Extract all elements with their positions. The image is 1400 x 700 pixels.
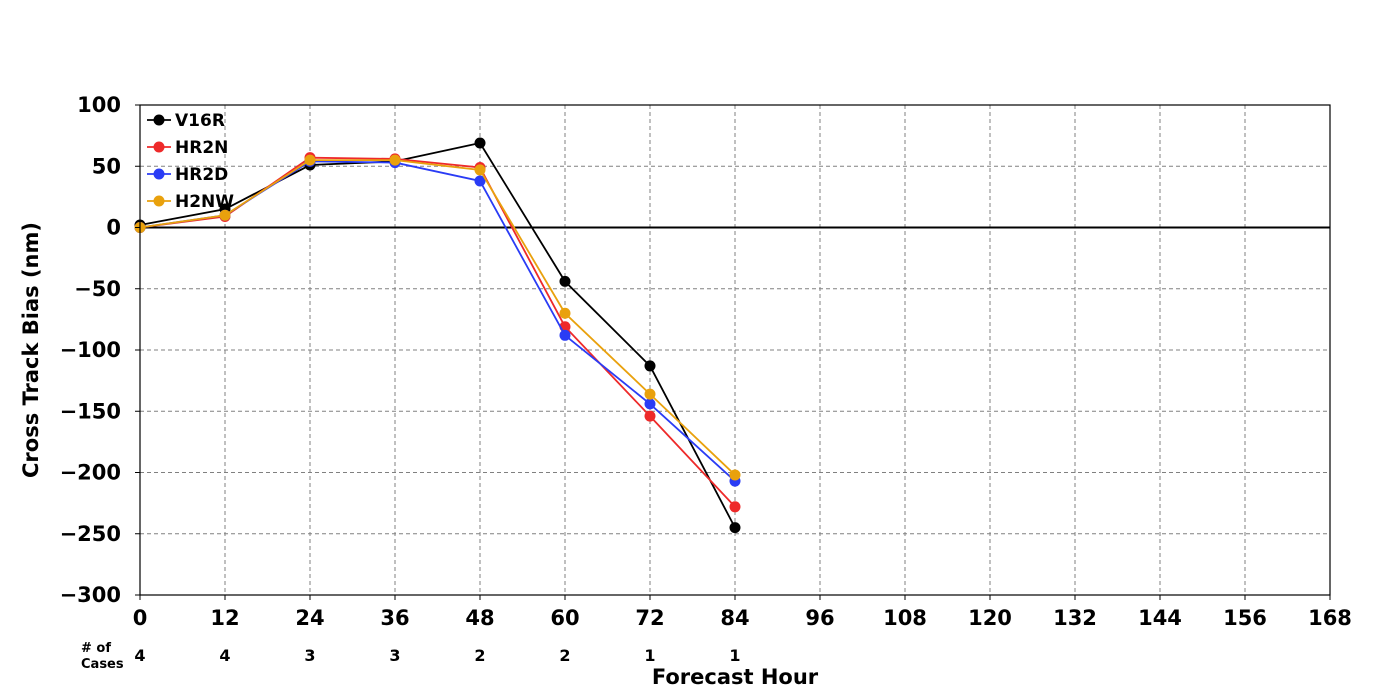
x-tick-label: 144 <box>1138 606 1182 630</box>
legend-item: HR2N <box>147 138 228 158</box>
y-tick-label: −100 <box>60 338 121 362</box>
legend: V16R HR2N HR2D H2NW <box>147 111 234 212</box>
series-h2nw <box>134 154 741 481</box>
x-tick-label: 24 <box>295 606 324 630</box>
y-tick-label: 50 <box>92 154 121 178</box>
cases-header-line1: # of <box>81 641 111 656</box>
cases-header-line2: Cases <box>81 657 124 672</box>
data-point <box>219 209 231 221</box>
tick-labels: 0 12 24 36 48 60 72 84 96 108 120 132 144 156 168 100 50… <box>60 93 1352 630</box>
case-count: 3 <box>389 646 400 665</box>
data-point <box>559 275 571 287</box>
x-axis-label: Forecast Hour <box>652 665 819 689</box>
y-tick-label: −250 <box>60 522 121 546</box>
case-count: 1 <box>729 646 740 665</box>
x-tick-label: 120 <box>968 606 1012 630</box>
data-point <box>559 329 571 341</box>
y-axis-label: Cross Track Bias (nm) <box>19 222 43 478</box>
legend-marker <box>153 114 165 126</box>
x-tick-label: 156 <box>1223 606 1267 630</box>
x-tick-label: 96 <box>805 606 834 630</box>
legend-marker <box>153 141 165 153</box>
x-tick-label: 0 <box>133 606 148 630</box>
data-point <box>729 522 741 534</box>
y-tick-label: −300 <box>60 583 121 607</box>
series-line <box>139 141 736 529</box>
legend-label: V16R <box>175 111 225 131</box>
legend-label: H2NW <box>175 192 234 212</box>
y-tick-label: 100 <box>77 93 121 117</box>
data-point <box>644 388 656 400</box>
case-count: 2 <box>474 646 485 665</box>
data-point <box>474 175 486 187</box>
case-count: 3 <box>304 646 315 665</box>
case-count: 2 <box>559 646 570 665</box>
legend-label: HR2D <box>175 165 228 185</box>
data-point <box>474 164 486 176</box>
case-count: 4 <box>134 646 145 665</box>
data-point <box>304 154 316 166</box>
data-point <box>729 501 741 513</box>
case-count: 1 <box>644 646 655 665</box>
x-tick-label: 72 <box>635 606 664 630</box>
grid-lines <box>140 105 1330 595</box>
legend-item: HR2D <box>147 165 228 185</box>
legend-item: V16R <box>147 111 225 131</box>
x-tick-label: 108 <box>883 606 927 630</box>
y-tick-label: −200 <box>60 461 121 485</box>
y-tick-label: −50 <box>74 277 121 301</box>
x-tick-label: 36 <box>380 606 409 630</box>
legend-marker <box>153 195 165 207</box>
data-point <box>389 154 401 166</box>
legend-item: H2NW <box>147 192 234 212</box>
data-point <box>644 360 656 372</box>
legend-marker <box>153 168 165 180</box>
data-point <box>644 398 656 410</box>
y-tick-label: 0 <box>106 216 121 240</box>
x-tick-label: 84 <box>720 606 749 630</box>
x-tick-label: 60 <box>550 606 579 630</box>
data-point <box>644 410 656 422</box>
data-point <box>474 137 486 149</box>
data-point <box>559 307 571 319</box>
series-line <box>139 159 736 476</box>
x-tick-label: 132 <box>1053 606 1097 630</box>
legend-label: HR2N <box>175 138 228 158</box>
y-tick-label: −150 <box>60 399 121 423</box>
series-lines <box>134 137 741 534</box>
x-tick-label: 12 <box>210 606 239 630</box>
x-tick-label: 48 <box>465 606 494 630</box>
case-count: 4 <box>219 646 230 665</box>
data-point <box>729 469 741 481</box>
x-tick-label: 168 <box>1308 606 1352 630</box>
cases-row: # of Cases 4 4 3 3 2 2 1 1 <box>81 641 741 672</box>
